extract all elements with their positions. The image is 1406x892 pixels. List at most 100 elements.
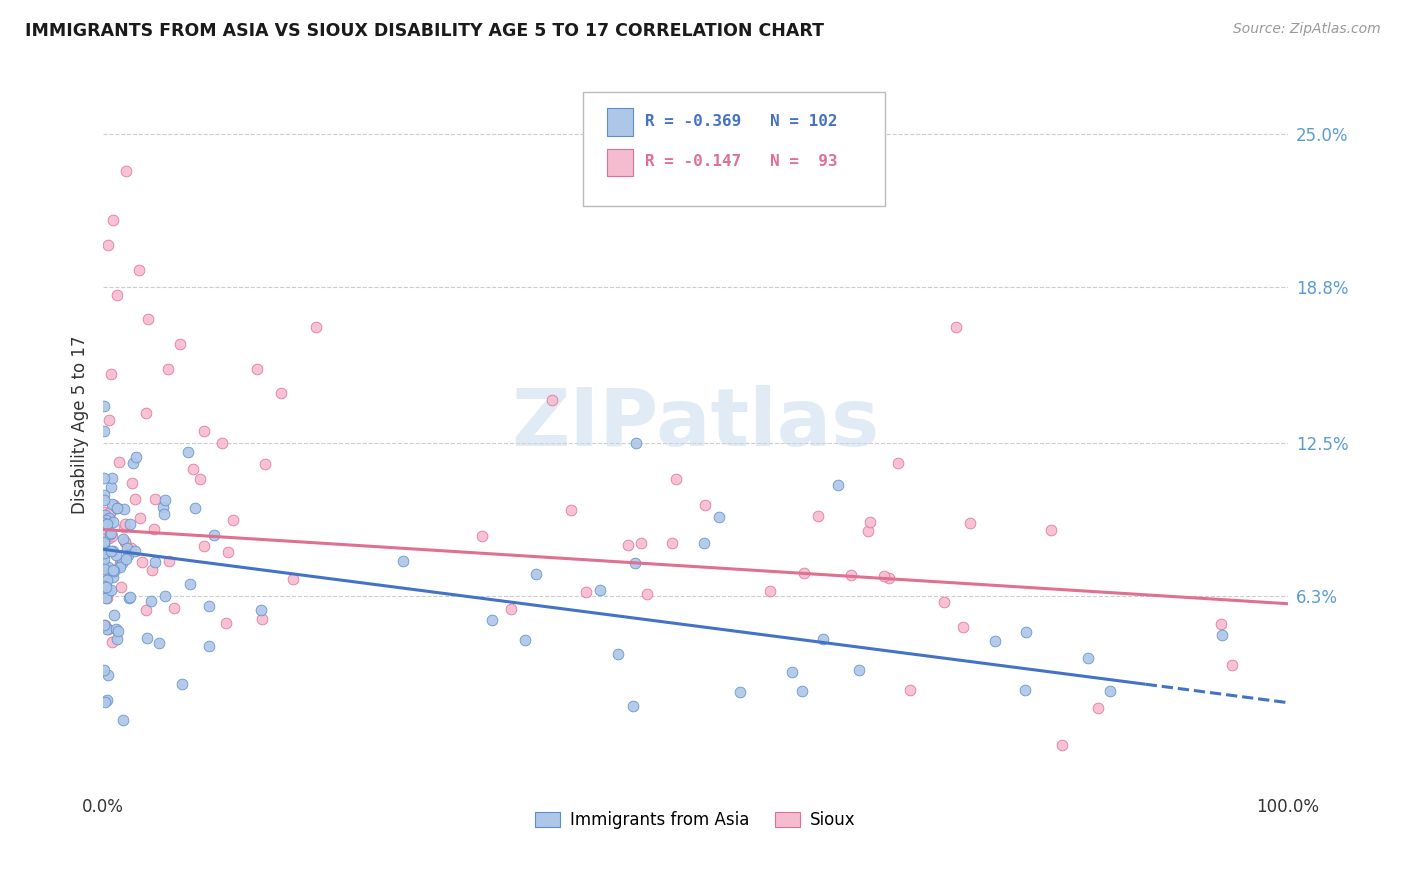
Point [96,693,118,707]
Point [101,497,124,511]
Point [97,622,120,636]
Point [283,572,305,586]
Point [115,541,138,555]
Point [100,526,122,541]
Point [526,567,548,582]
Point [98,531,121,545]
Text: R = -0.369   N = 102: R = -0.369 N = 102 [644,114,837,129]
Point [101,570,124,584]
Point [157,554,180,568]
Point [887,456,910,470]
Point [481,613,503,627]
FancyBboxPatch shape [583,93,884,205]
Point [188,472,211,486]
Point [211,436,233,450]
Point [664,472,686,486]
Point [728,685,751,699]
Point [827,478,849,492]
Legend: Immigrants from Asia, Sioux: Immigrants from Asia, Sioux [529,805,862,836]
Point [93,505,115,519]
Point [93,539,115,553]
Point [101,528,124,542]
Point [623,557,645,571]
Point [117,548,139,562]
Point [105,501,128,516]
Point [709,510,731,524]
Point [101,563,124,577]
Point [93,663,115,677]
Point [606,647,628,661]
Point [900,682,922,697]
Point [215,616,238,631]
Point [93,562,115,576]
Point [636,587,658,601]
Point [97,413,120,427]
Point [94,513,117,527]
Point [157,361,180,376]
Point [197,639,219,653]
Point [110,580,132,594]
Point [181,461,204,475]
Point [790,684,813,698]
Point [125,450,148,464]
Text: Source: ZipAtlas.com: Source: ZipAtlas.com [1233,22,1381,37]
Point [94,580,117,594]
Point [93,488,115,502]
Point [169,337,191,351]
Point [93,547,115,561]
Point [101,635,124,649]
Point [93,532,115,546]
Point [623,698,645,713]
Point [177,445,200,459]
Point [135,603,157,617]
Text: R = -0.147   N =  93: R = -0.147 N = 93 [644,154,837,169]
Point [98,511,121,525]
Point [100,368,122,382]
Point [617,538,640,552]
Point [1211,628,1233,642]
Point [121,476,143,491]
Point [94,695,117,709]
Point [108,558,131,573]
Point [1050,738,1073,752]
Point [153,508,176,522]
Point [142,522,165,536]
Point [112,520,135,534]
Point [252,612,274,626]
Point [103,608,125,623]
Text: IMMIGRANTS FROM ASIA VS SIOUX DISABILITY AGE 5 TO 17 CORRELATION CHART: IMMIGRANTS FROM ASIA VS SIOUX DISABILITY… [25,22,824,40]
Point [813,632,835,646]
Point [110,560,132,574]
Point [94,584,117,599]
Point [96,591,118,605]
Point [93,557,115,571]
Point [110,556,132,570]
Point [103,564,125,578]
Point [780,665,803,679]
Point [114,552,136,566]
Point [94,543,117,558]
Point [695,498,717,512]
Point [105,622,128,636]
Point [122,456,145,470]
Point [250,603,273,617]
Point [101,515,124,529]
Point [93,399,115,413]
Point [93,535,115,549]
Point [103,498,125,512]
Point [93,536,115,550]
Point [108,455,131,469]
Point [101,564,124,578]
Point [112,713,135,727]
Point [959,516,981,531]
Point [1015,624,1038,639]
Point [541,393,564,408]
Point [96,516,118,531]
Point [118,516,141,531]
Point [202,528,225,542]
Point [872,569,894,583]
Point [93,526,115,541]
Point [184,501,207,516]
Point [128,510,150,524]
Point [124,544,146,558]
